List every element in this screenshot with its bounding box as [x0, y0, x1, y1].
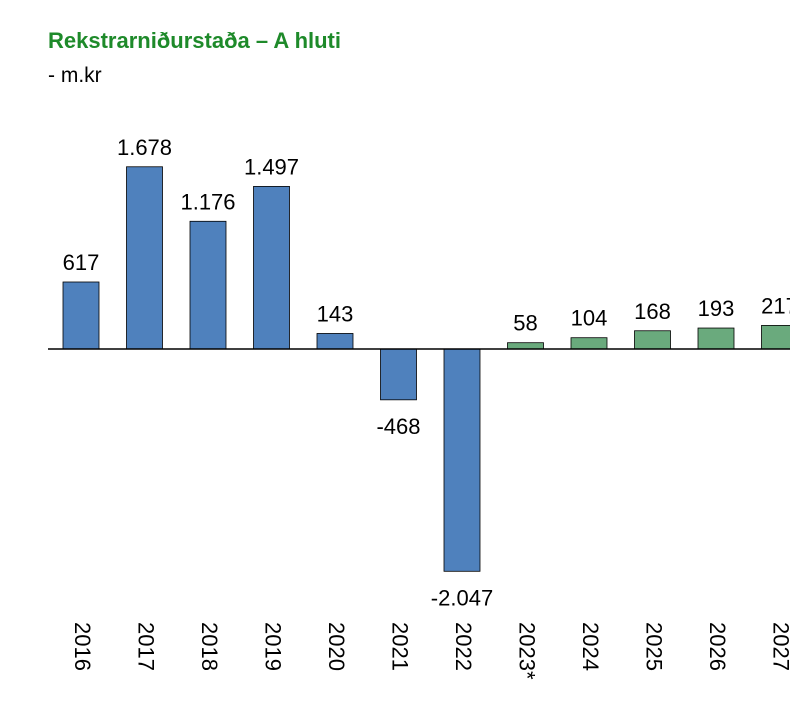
x-tick-label: 2017 [134, 622, 159, 671]
value-label: 617 [63, 250, 100, 275]
x-tick-label: 2026 [705, 622, 730, 671]
x-tick-label: 2016 [70, 622, 95, 671]
value-label: 193 [698, 296, 735, 321]
bar [62, 281, 100, 350]
chart-subtitle: - m.kr [48, 64, 102, 87]
value-label: 217 [761, 293, 790, 318]
x-tick-label: 2022 [451, 622, 476, 671]
value-label: 1.678 [117, 135, 172, 160]
bar [697, 327, 735, 350]
x-tick-label: 2018 [197, 622, 222, 671]
bar [570, 337, 608, 350]
x-tick-label: 2021 [388, 622, 413, 671]
bar [507, 342, 544, 350]
x-tick-label: 2024 [578, 622, 603, 671]
x-tick-label: 2020 [324, 622, 349, 671]
bar [380, 348, 417, 401]
bar [634, 330, 671, 350]
x-tick-label: 2027 [769, 622, 790, 671]
bar [189, 220, 227, 350]
bar [253, 186, 290, 350]
bar [443, 348, 481, 572]
value-label: 104 [571, 306, 608, 331]
value-label: 168 [634, 299, 671, 324]
value-label: 1.497 [244, 154, 299, 179]
value-label: 143 [317, 301, 354, 326]
bar [126, 166, 163, 350]
value-label: 58 [513, 311, 537, 336]
value-label: 1.176 [180, 189, 235, 214]
x-tick-label: 2023* [515, 622, 540, 680]
bar [316, 333, 354, 350]
x-tick-label: 2019 [261, 622, 286, 671]
value-label: -468 [376, 414, 420, 439]
value-label: -2.047 [431, 585, 493, 610]
bar [761, 325, 790, 350]
chart-title: Rekstrarniðurstaða – A hluti [48, 28, 341, 53]
x-tick-label: 2025 [642, 622, 667, 671]
